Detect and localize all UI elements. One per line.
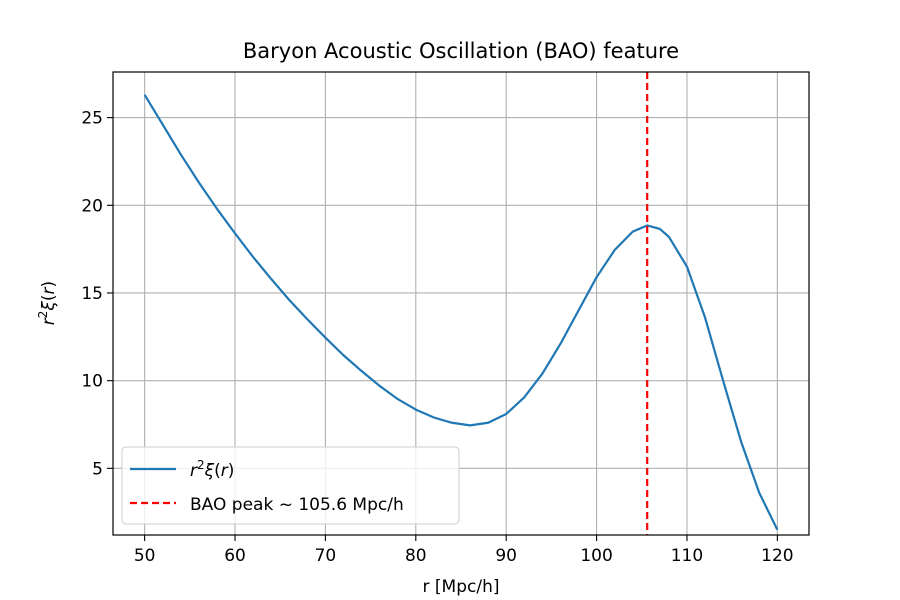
series-line-r2xi: [143, 94, 779, 531]
y-axis-label: r2ξ(r): [36, 281, 59, 325]
y-tick-label: 5: [92, 459, 103, 479]
x-tick-label: 50: [134, 546, 156, 566]
x-tick-label: 70: [315, 546, 337, 566]
x-tick-label: 60: [224, 546, 246, 566]
y-tick-label: 20: [81, 196, 103, 216]
chart-title: Baryon Acoustic Oscillation (BAO) featur…: [243, 39, 679, 63]
ticks: 50 60 70 80 90 100 110 120 5 10 15 20 25: [81, 109, 793, 566]
y-tick-label: 10: [81, 372, 103, 392]
plot-area: [143, 72, 779, 535]
legend-label-bao-peak: BAO peak ~ 105.6 Mpc/h: [190, 495, 404, 515]
x-axis-label: r [Mpc/h]: [423, 577, 500, 597]
x-tick-label: 100: [580, 546, 612, 566]
legend-label-series: r2ξ(r): [190, 458, 234, 481]
x-tick-label: 90: [495, 546, 517, 566]
x-tick-label: 110: [671, 546, 703, 566]
y-tick-label: 15: [81, 284, 103, 304]
x-tick-label: 120: [761, 546, 793, 566]
axes-frame: [112, 71, 810, 536]
legend-box: [121, 446, 460, 525]
y-tick-label: 25: [81, 109, 103, 129]
x-tick-label: 80: [405, 546, 427, 566]
grid: [113, 72, 809, 535]
legend: r2ξ(r) BAO peak ~ 105.6 Mpc/h: [121, 446, 460, 525]
